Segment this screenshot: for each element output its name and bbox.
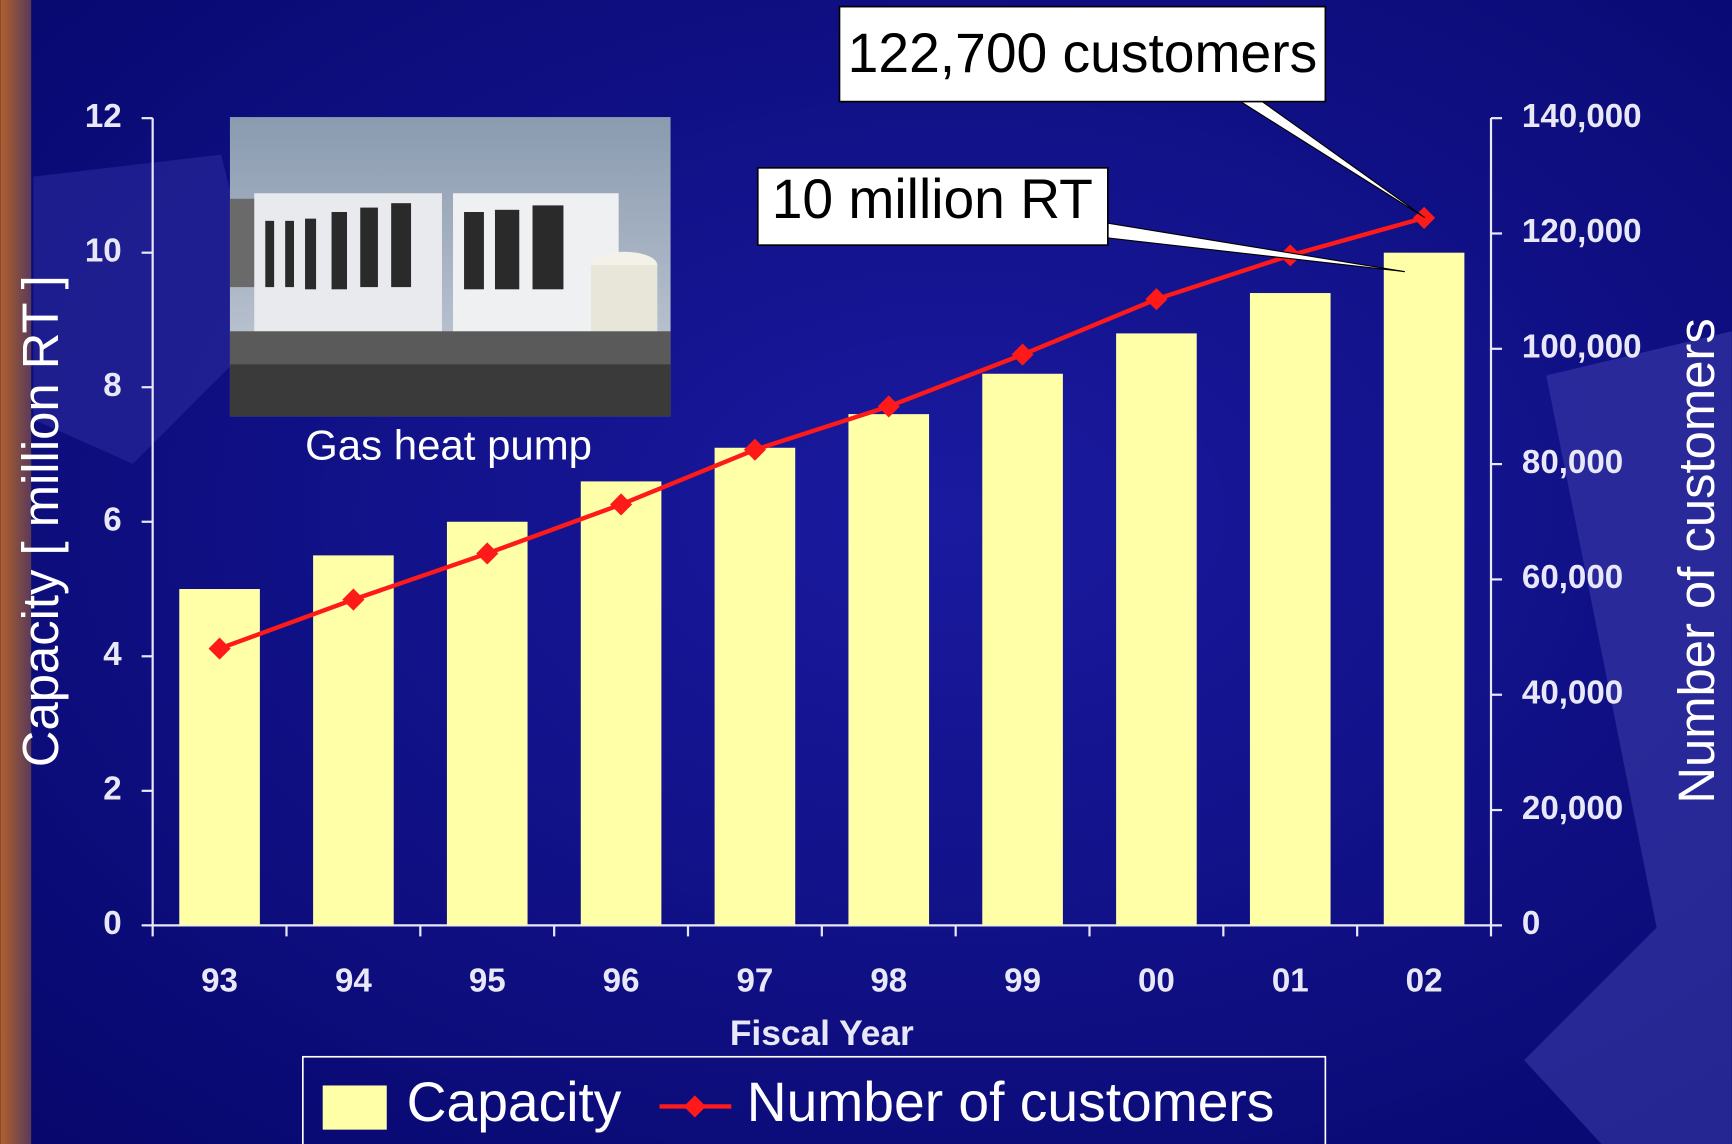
bar: [1116, 333, 1197, 926]
bar: [1383, 252, 1465, 926]
y2-tick-label: 100,000: [1522, 329, 1642, 366]
x-tick-label: 96: [603, 963, 640, 1000]
legend-swatch: [683, 1095, 706, 1118]
y2-tick-label: 120,000: [1522, 213, 1642, 250]
x-tick-label: 98: [870, 963, 907, 1000]
marker: [1145, 288, 1168, 311]
line: [218, 215, 1425, 651]
side-strip: [0, 0, 32, 1144]
x-tick-label: 00: [1138, 963, 1175, 1000]
bar: [446, 521, 528, 926]
x-tick-label: 01: [1272, 963, 1309, 1000]
legend-label: Capacity: [407, 1071, 622, 1133]
y2-tick-label: 20,000: [1522, 790, 1623, 827]
y2-tick-label: 0: [1522, 905, 1540, 942]
y-tick-label: 12: [85, 98, 122, 135]
marker: [1011, 343, 1034, 366]
bar: [1249, 293, 1331, 926]
y2-tick-label: 60,000: [1522, 559, 1623, 596]
bar: [313, 555, 394, 926]
legend: Capacity Number of customers: [302, 1055, 1327, 1144]
y2-axis-title: Number of customers: [1668, 318, 1725, 803]
y2-tick-label: 140,000: [1522, 98, 1642, 135]
bg-shape: [33, 154, 266, 464]
y2-tick-label: 40,000: [1522, 674, 1623, 711]
y-tick-label: 10: [85, 232, 122, 269]
legend-label: Number of customers: [747, 1071, 1275, 1133]
marker: [208, 637, 231, 660]
photo: [229, 117, 671, 417]
bar: [848, 414, 930, 926]
y-tick-label: 0: [103, 905, 121, 942]
x-tick-label: 97: [736, 963, 773, 1000]
marker: [342, 588, 365, 611]
marker: [1413, 206, 1436, 229]
bar: [982, 373, 1063, 926]
marker: [476, 542, 499, 565]
y-tick-label: 4: [103, 636, 122, 673]
bg-shape: [1524, 331, 1732, 1144]
marker: [877, 395, 900, 418]
callouts: [756, 5, 1426, 273]
marker: [610, 493, 633, 516]
y-axis-title: Capacity [ million RT ]: [12, 275, 69, 767]
y-tick-label: 8: [103, 367, 121, 404]
bar: [580, 481, 662, 926]
annotation: 10 million RT: [772, 168, 1093, 230]
y-tick-label: 6: [103, 502, 121, 539]
x-tick-label: 95: [469, 963, 506, 1000]
bar: [714, 447, 796, 926]
legend-swatch: [322, 1085, 387, 1130]
x-axis-title: Fiscal Year: [730, 1014, 914, 1053]
x-tick-label: 99: [1004, 963, 1041, 1000]
photo-caption: Gas heat pump: [305, 421, 592, 468]
marker: [743, 438, 766, 461]
x-tick-label: 93: [201, 963, 238, 1000]
x-tick-label: 94: [335, 963, 372, 1000]
x-tick-label: 02: [1406, 963, 1443, 1000]
y-tick-label: 2: [103, 771, 121, 808]
y2-tick-label: 80,000: [1522, 444, 1623, 481]
annotation: 122,700 customers: [848, 22, 1318, 84]
